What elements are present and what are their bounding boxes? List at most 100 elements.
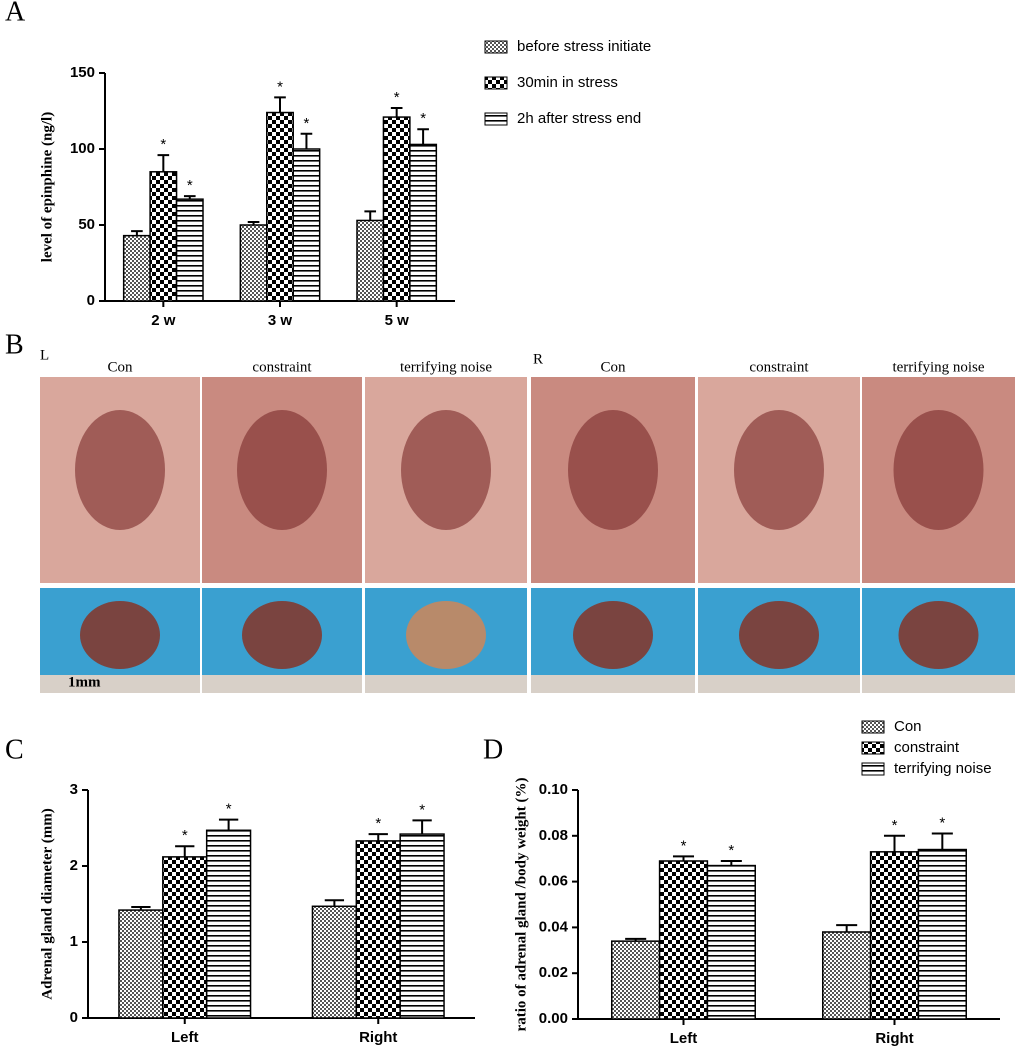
error-bar (218, 818, 239, 831)
panel-label: C (5, 734, 24, 765)
bar (205, 829, 252, 1019)
ruler (698, 675, 860, 693)
panel-label: A (5, 0, 26, 27)
significance-marker: * (419, 801, 425, 818)
ruler (202, 675, 362, 693)
legend-swatch (484, 112, 508, 126)
error-bar (417, 128, 429, 145)
significance-marker: * (728, 842, 734, 859)
ruler (365, 675, 527, 693)
y-tick-label: 0.04 (539, 918, 569, 935)
error-bar (324, 899, 345, 907)
legend-swatch (484, 40, 508, 54)
bar (175, 198, 204, 302)
ruler (531, 675, 695, 693)
significance-marker: * (160, 136, 166, 153)
significance-marker: * (892, 817, 898, 834)
y-tick-label: 150 (70, 64, 95, 81)
error-bar (390, 106, 403, 118)
y-tick-label: 0.00 (539, 1010, 568, 1027)
significance-marker: * (375, 815, 381, 832)
significance-marker: * (277, 78, 283, 95)
bar (266, 111, 294, 302)
x-tick-label: Left (670, 1030, 698, 1047)
x-tick-label: Right (359, 1029, 397, 1046)
y-axis-label: ratio of adrenal gland /body weight (%) (513, 778, 529, 1032)
legend-label: terrifying noise (894, 760, 992, 777)
x-tick-label: Left (171, 1029, 199, 1046)
gland (573, 601, 653, 669)
photo-panel: B L R (5, 329, 543, 367)
legend-swatch (861, 720, 885, 734)
bar (355, 840, 401, 1019)
bar (611, 940, 661, 1020)
error-bar (157, 154, 170, 172)
gland (898, 601, 979, 669)
error-bar (300, 132, 313, 149)
bar (658, 860, 709, 1020)
y-tick-label: 0.10 (539, 781, 568, 798)
x-tick-label: 3 w (268, 312, 293, 329)
bar (917, 848, 967, 1020)
error-bar (931, 832, 953, 850)
bar (706, 864, 756, 1020)
error-bar (720, 859, 742, 866)
gland (242, 601, 322, 669)
y-tick-label: 2 (70, 857, 78, 874)
legend-swatch (861, 762, 885, 776)
error-bar (412, 819, 432, 835)
significance-marker: * (394, 89, 400, 106)
side-label: L (40, 347, 49, 363)
x-tick-label: Right (875, 1030, 913, 1047)
bar (311, 905, 358, 1019)
significance-marker: * (226, 801, 232, 818)
y-tick-label: 0.06 (539, 873, 568, 890)
y-tick-label: 3 (70, 781, 78, 798)
photo-column-label: constraint (252, 359, 312, 375)
legend-label: before stress initiate (517, 38, 651, 55)
error-bar (131, 230, 143, 236)
significance-marker: * (939, 814, 945, 831)
error-bar (175, 845, 195, 857)
photo-column-label: terrifying noise (892, 359, 984, 375)
legend-swatch (861, 741, 885, 755)
error-bar (247, 220, 260, 225)
bar (292, 148, 321, 302)
y-tick-label: 0.08 (539, 827, 568, 844)
legend-swatch (484, 76, 508, 90)
legend-label: 30min in stress (517, 74, 618, 91)
significance-marker: * (187, 177, 193, 194)
error-bar (364, 210, 377, 221)
y-tick-label: 1 (70, 933, 78, 950)
error-bar (883, 834, 906, 852)
bar (382, 116, 411, 302)
error-bar (672, 855, 695, 861)
organ (401, 410, 491, 530)
bar (239, 224, 268, 302)
y-tick-label: 50 (78, 216, 95, 233)
y-axis-label: Adrenal gland diameter (mm) (39, 808, 55, 1000)
side-label: R (533, 351, 543, 367)
y-tick-label: 100 (70, 140, 95, 157)
x-tick-label: 2 w (151, 312, 176, 329)
error-bar (131, 906, 151, 911)
bar (162, 856, 208, 1019)
photo-column-label: terrifying noise (400, 359, 492, 375)
legend-label: constraint (894, 739, 960, 756)
bar (822, 931, 872, 1020)
organ (568, 410, 658, 530)
panel-label: B (5, 329, 24, 360)
ruler (40, 675, 200, 693)
ruler (862, 675, 1015, 693)
gland (406, 601, 486, 669)
photo-column-label: constraint (749, 359, 809, 375)
bar (118, 909, 164, 1019)
photo-column-label: Con (107, 359, 133, 375)
legend-label: 2h after stress end (517, 110, 641, 127)
error-bar (183, 195, 196, 200)
error-bar (368, 833, 388, 841)
error-bar (836, 924, 858, 932)
bar (409, 143, 438, 302)
organ (237, 410, 327, 530)
